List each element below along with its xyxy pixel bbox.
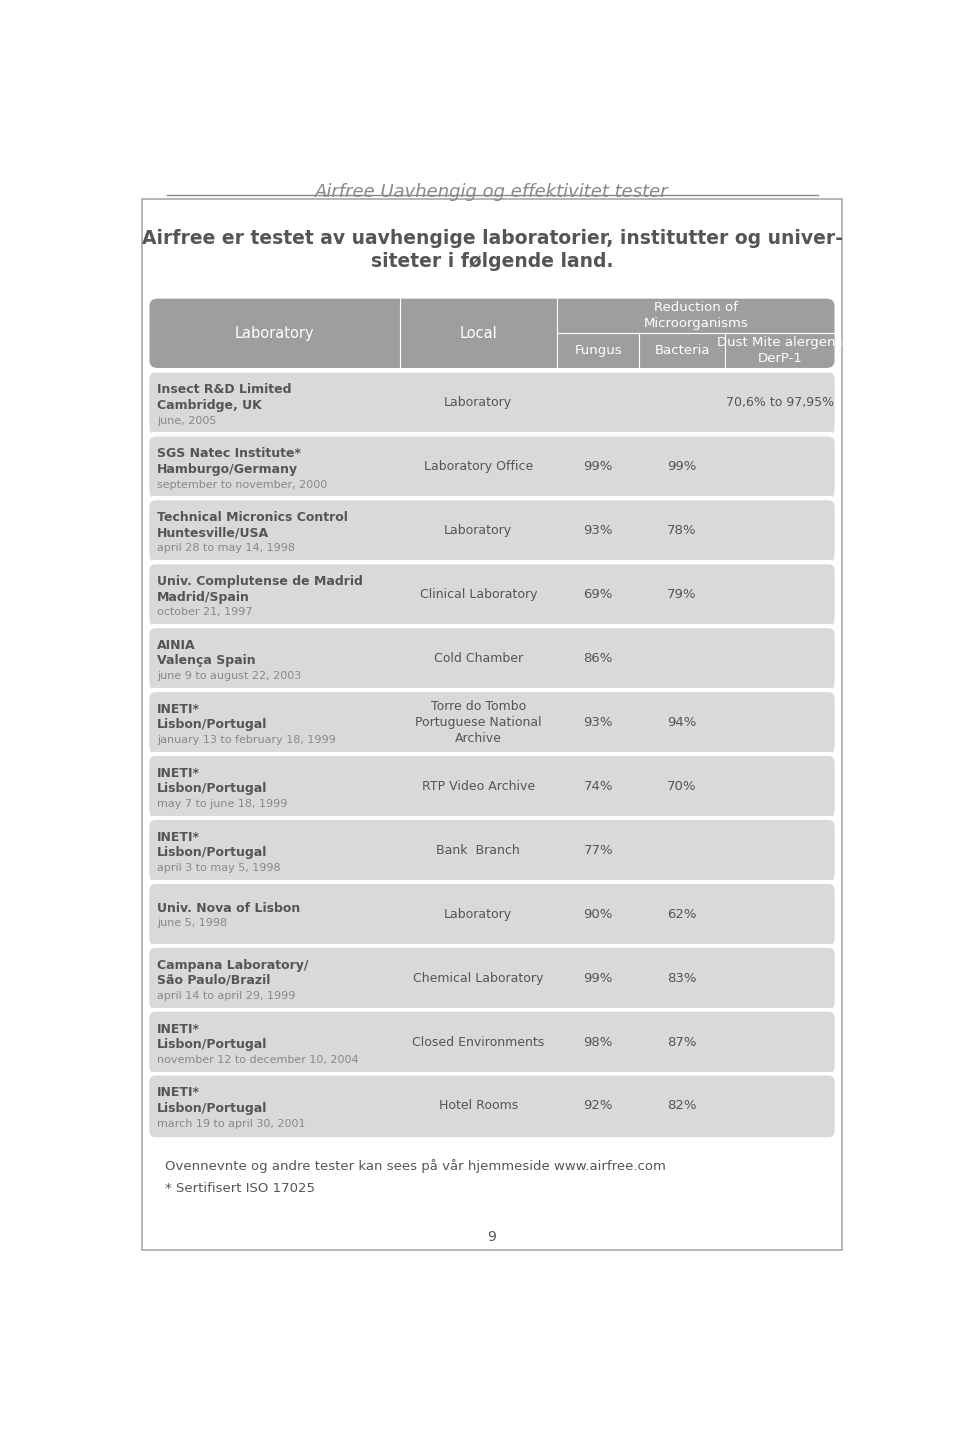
Text: Lisbon/Portugal: Lisbon/Portugal <box>157 1101 268 1115</box>
Text: 86%: 86% <box>584 652 612 665</box>
Text: Univ. Complutense de Madrid: Univ. Complutense de Madrid <box>157 575 363 588</box>
Text: AINIA: AINIA <box>157 639 196 652</box>
FancyBboxPatch shape <box>150 565 834 626</box>
Text: Univ. Nova of Lisbon: Univ. Nova of Lisbon <box>157 902 300 915</box>
Text: INETI*: INETI* <box>157 704 201 716</box>
Text: Laboratory Office: Laboratory Office <box>423 460 533 473</box>
Text: 87%: 87% <box>667 1035 697 1048</box>
Text: 74%: 74% <box>584 779 612 794</box>
Text: 83%: 83% <box>667 971 697 985</box>
Text: april 28 to may 14, 1998: april 28 to may 14, 1998 <box>157 543 296 553</box>
FancyBboxPatch shape <box>150 1075 834 1137</box>
Text: Cambridge, UK: Cambridge, UK <box>157 399 262 412</box>
FancyBboxPatch shape <box>150 1011 834 1074</box>
Text: INETI*: INETI* <box>157 766 201 779</box>
Text: Ovennevnte og andre tester kan sees på vår hjemmeside www.airfree.com: Ovennevnte og andre tester kan sees på v… <box>165 1158 666 1173</box>
Text: march 19 to april 30, 2001: march 19 to april 30, 2001 <box>157 1118 305 1128</box>
FancyBboxPatch shape <box>150 500 834 562</box>
Text: september to november, 2000: september to november, 2000 <box>157 479 327 489</box>
Text: Insect R&D Limited: Insect R&D Limited <box>157 383 292 396</box>
FancyBboxPatch shape <box>150 756 834 818</box>
Text: RTP Video Archive: RTP Video Archive <box>421 779 535 794</box>
Text: 90%: 90% <box>584 908 612 921</box>
Text: 98%: 98% <box>584 1035 612 1048</box>
FancyBboxPatch shape <box>150 436 834 498</box>
Text: 70%: 70% <box>667 779 697 794</box>
Text: 77%: 77% <box>584 844 613 857</box>
Text: 92%: 92% <box>584 1100 612 1113</box>
Text: siteter i følgende land.: siteter i følgende land. <box>371 253 613 272</box>
Text: Lisbon/Portugal: Lisbon/Portugal <box>157 1038 268 1051</box>
Text: october 21, 1997: october 21, 1997 <box>157 608 252 618</box>
Text: Reduction of
Microorganisms: Reduction of Microorganisms <box>643 302 748 330</box>
Text: Hotel Rooms: Hotel Rooms <box>439 1100 518 1113</box>
Text: 79%: 79% <box>667 588 697 601</box>
FancyBboxPatch shape <box>150 628 834 689</box>
Text: SGS Natec Institute*: SGS Natec Institute* <box>157 448 301 460</box>
Text: Madrid/Spain: Madrid/Spain <box>157 591 250 603</box>
Text: Bacteria: Bacteria <box>655 343 709 356</box>
Text: Chemical Laboratory: Chemical Laboratory <box>413 971 543 985</box>
Text: Lisbon/Portugal: Lisbon/Portugal <box>157 718 268 731</box>
Text: november 12 to december 10, 2004: november 12 to december 10, 2004 <box>157 1055 359 1065</box>
Text: Campana Laboratory/: Campana Laboratory/ <box>157 958 309 971</box>
Text: INETI*: INETI* <box>157 1087 201 1100</box>
Text: Huntesville/USA: Huntesville/USA <box>157 526 270 539</box>
Text: 94%: 94% <box>667 716 697 729</box>
Text: 93%: 93% <box>584 716 612 729</box>
Text: 93%: 93% <box>584 525 612 538</box>
Text: Fungus: Fungus <box>574 343 622 356</box>
Text: 69%: 69% <box>584 588 612 601</box>
Text: Laboratory: Laboratory <box>234 326 314 340</box>
Text: Hamburgo/Germany: Hamburgo/Germany <box>157 463 299 476</box>
Text: 9: 9 <box>488 1230 496 1244</box>
Text: Bank  Branch: Bank Branch <box>437 844 520 857</box>
Text: INETI*: INETI* <box>157 1022 201 1035</box>
Text: 62%: 62% <box>667 908 697 921</box>
Text: Clinical Laboratory: Clinical Laboratory <box>420 588 537 601</box>
Text: 78%: 78% <box>667 525 697 538</box>
FancyBboxPatch shape <box>150 948 834 1010</box>
Text: São Paulo/Brazil: São Paulo/Brazil <box>157 974 271 987</box>
Text: 70,6% to 97,95%: 70,6% to 97,95% <box>726 396 834 409</box>
Text: Technical Micronics Control: Technical Micronics Control <box>157 512 348 525</box>
FancyBboxPatch shape <box>150 373 834 435</box>
Text: 82%: 82% <box>667 1100 697 1113</box>
Text: may 7 to june 18, 1999: may 7 to june 18, 1999 <box>157 799 288 809</box>
Text: * Sertifisert ISO 17025: * Sertifisert ISO 17025 <box>165 1181 315 1195</box>
Text: Local: Local <box>460 326 497 340</box>
Text: Dust Mite alergens
DerP-1: Dust Mite alergens DerP-1 <box>717 336 843 365</box>
Text: Lisbon/Portugal: Lisbon/Portugal <box>157 782 268 795</box>
Text: january 13 to february 18, 1999: january 13 to february 18, 1999 <box>157 735 336 745</box>
Text: 99%: 99% <box>584 460 612 473</box>
Text: june, 2005: june, 2005 <box>157 416 217 426</box>
Text: Laboratory: Laboratory <box>444 396 513 409</box>
Text: Airfree er testet av uavhengige laboratorier, institutter og univer-: Airfree er testet av uavhengige laborato… <box>141 229 843 249</box>
Text: Torre do Tombo
Portuguese National
Archive: Torre do Tombo Portuguese National Archi… <box>415 701 541 745</box>
Text: Laboratory: Laboratory <box>444 908 513 921</box>
Text: 99%: 99% <box>667 460 697 473</box>
FancyBboxPatch shape <box>150 819 834 881</box>
FancyBboxPatch shape <box>150 692 834 754</box>
Text: june 9 to august 22, 2003: june 9 to august 22, 2003 <box>157 671 301 681</box>
Text: april 14 to april 29, 1999: april 14 to april 29, 1999 <box>157 991 296 1001</box>
Text: 99%: 99% <box>584 971 612 985</box>
Text: Closed Environments: Closed Environments <box>412 1035 544 1048</box>
FancyBboxPatch shape <box>150 884 834 945</box>
Text: INETI*: INETI* <box>157 831 201 844</box>
Text: june 5, 1998: june 5, 1998 <box>157 918 228 928</box>
Text: Cold Chamber: Cold Chamber <box>434 652 523 665</box>
Text: Valença Spain: Valença Spain <box>157 655 255 668</box>
Text: Laboratory: Laboratory <box>444 525 513 538</box>
FancyBboxPatch shape <box>150 299 834 368</box>
Text: Lisbon/Portugal: Lisbon/Portugal <box>157 847 268 859</box>
Text: april 3 to may 5, 1998: april 3 to may 5, 1998 <box>157 862 281 872</box>
Text: Airfree Uavhengig og effektivitet tester: Airfree Uavhengig og effektivitet tester <box>315 183 669 202</box>
